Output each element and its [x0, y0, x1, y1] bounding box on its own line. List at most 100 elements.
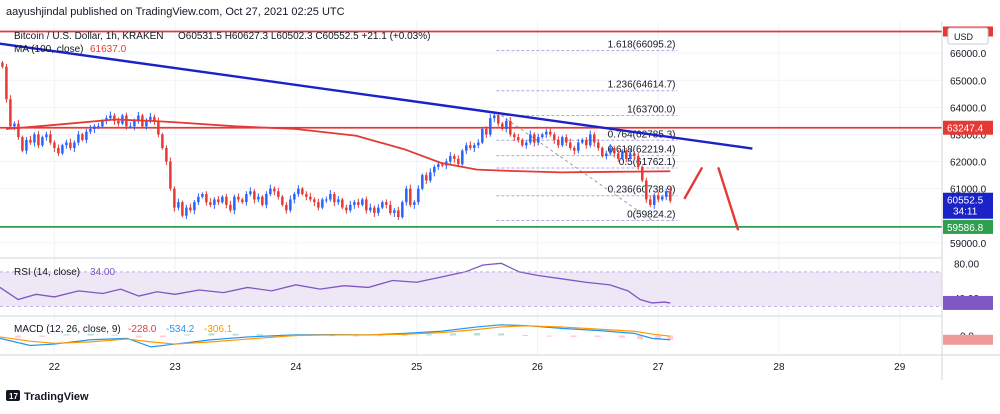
time-tick-24: 24	[290, 362, 302, 373]
candle-body-60	[241, 199, 244, 203]
candle-body-77	[309, 196, 312, 200]
fib-label-1.236: 1.236(64614.7)	[608, 80, 676, 91]
candle-body-91	[365, 199, 368, 211]
candle-body-36	[145, 120, 148, 127]
candle-body-152	[609, 147, 612, 154]
candle-body-31	[125, 115, 128, 127]
candle-body-82	[329, 194, 332, 200]
macd-legend-value-3: -306.1	[204, 324, 233, 335]
badge-rsi-current	[943, 295, 993, 310]
time-tick-23: 23	[170, 362, 182, 373]
macd-hist-bar-24	[594, 335, 601, 337]
candle-body-130	[521, 139, 524, 146]
brand-name: TradingView	[24, 391, 89, 403]
candle-body-136	[545, 131, 548, 135]
badge-text-support: 59586.8	[947, 223, 984, 234]
candle-body-67	[269, 188, 272, 195]
macd-hist-bar-8	[208, 333, 215, 336]
price-tick-5: 61000.0	[950, 185, 987, 196]
candle-body-155	[621, 150, 624, 159]
horizontal-levels	[0, 30, 942, 228]
candle-body-48	[193, 202, 196, 211]
candle-body-154	[617, 153, 620, 159]
grid-lines	[0, 22, 942, 354]
macd-hist-bar-10	[256, 334, 263, 336]
candle-body-43	[173, 188, 176, 208]
candle-body-3	[13, 123, 16, 127]
candle-body-25	[101, 120, 104, 127]
macd-hist-bar-23	[570, 335, 577, 337]
candle-body-39	[157, 120, 160, 135]
candle-body-93	[373, 207, 376, 214]
candle-body-121	[485, 129, 488, 135]
macd-hist-bar-13	[329, 335, 336, 337]
candle-body-40	[161, 134, 164, 148]
candle-body-102	[409, 188, 412, 205]
candle-body-75	[301, 188, 304, 195]
candle-body-34	[137, 115, 140, 121]
candle-body-135	[541, 134, 544, 138]
macd-hist-bar-27	[655, 335, 662, 340]
candle-body-109	[437, 164, 440, 167]
candle-body-79	[317, 202, 320, 208]
badge-text-countdown: 34:11	[953, 207, 978, 218]
time-axis: 22 23 24 25 26 27 28 29	[49, 362, 906, 373]
macd-hist-bar-15	[377, 335, 384, 337]
candle-body-159	[637, 156, 640, 167]
macd-signal-line	[0, 325, 671, 345]
candle-body-94	[377, 207, 380, 214]
candle-body-106	[425, 175, 428, 181]
candle-body-137	[549, 131, 552, 135]
candle-body-125	[501, 123, 504, 130]
time-tick-27: 27	[653, 362, 665, 373]
svg-text:17: 17	[9, 392, 18, 401]
badge-text-resistance: 63247.4	[947, 124, 984, 135]
candle-body-37	[149, 116, 152, 121]
candle-body-129	[517, 137, 520, 140]
candle-body-142	[569, 142, 572, 148]
candle-body-21	[85, 131, 88, 140]
candle-body-164	[657, 195, 660, 200]
rsi-panel	[0, 262, 942, 307]
candle-body-87	[349, 204, 352, 211]
candle-body-49	[197, 196, 200, 203]
badge-support	[943, 219, 993, 234]
candle-body-8	[33, 134, 36, 143]
macd-hist-bar-6	[160, 335, 167, 338]
badge-current-price	[943, 192, 993, 219]
candle-body-38	[153, 116, 156, 121]
candle-body-122	[489, 118, 492, 135]
candle-body-83	[333, 194, 336, 203]
candle-body-80	[321, 199, 324, 208]
candle-body-63	[253, 191, 256, 200]
candle-body-46	[185, 207, 188, 216]
candle-body-146	[585, 139, 588, 146]
fib-label-0: 0(59824.2)	[627, 209, 675, 220]
candle-body-157	[629, 153, 632, 159]
candle-body-32	[129, 126, 132, 128]
candle-body-96	[385, 202, 388, 205]
candle-body-148	[593, 134, 596, 143]
candle-body-147	[589, 134, 592, 146]
price-tick-4: 62000.0	[950, 158, 987, 169]
candle-body-11	[45, 134, 48, 138]
macd-hist-bar-17	[425, 334, 432, 336]
macd-hist-bar-22	[546, 335, 553, 337]
macd-hist-bar-14	[353, 335, 360, 337]
candle-body-55	[221, 196, 224, 203]
candle-body-143	[573, 147, 576, 151]
candle-body-59	[237, 196, 240, 200]
macd-legend-value-2: -534.2	[166, 324, 195, 335]
candle-body-133	[533, 134, 536, 143]
candle-body-9	[37, 134, 40, 146]
macd-hist-bar-9	[232, 333, 239, 336]
fibonacci-levels: 1.618(66095.2) 1.236(64614.7) 1(63700.0) 0.…	[496, 40, 678, 221]
candle-body-2	[9, 99, 12, 127]
candle-body-86	[345, 207, 348, 211]
candle-body-107	[429, 172, 432, 181]
candle-body-6	[25, 139, 28, 151]
currency-badge[interactable]	[947, 27, 989, 45]
candle-body-140	[561, 137, 564, 146]
